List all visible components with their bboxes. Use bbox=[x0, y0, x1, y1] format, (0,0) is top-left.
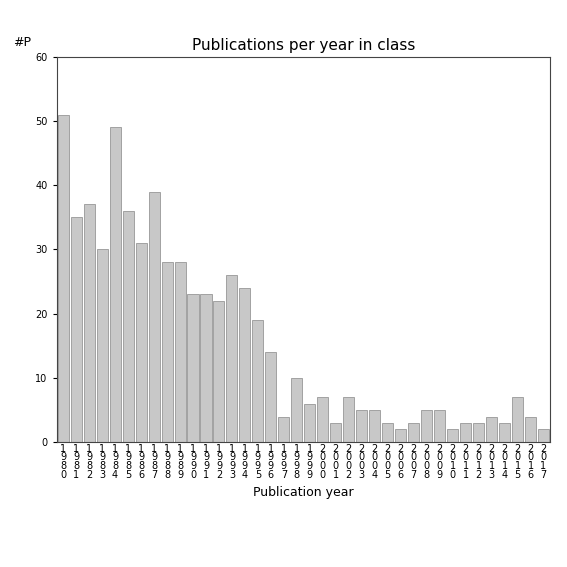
Bar bbox=[318, 397, 328, 442]
X-axis label: Publication year: Publication year bbox=[253, 485, 354, 498]
Bar bbox=[122, 211, 134, 442]
Bar bbox=[421, 410, 432, 442]
Bar bbox=[291, 378, 302, 442]
Bar bbox=[408, 423, 419, 442]
Bar bbox=[304, 404, 315, 442]
Y-axis label: #P: #P bbox=[13, 36, 31, 49]
Bar bbox=[84, 205, 95, 442]
Bar bbox=[473, 423, 484, 442]
Bar bbox=[382, 423, 393, 442]
Title: Publications per year in class: Publications per year in class bbox=[192, 38, 415, 53]
Bar bbox=[278, 417, 289, 442]
Bar bbox=[525, 417, 536, 442]
Bar bbox=[239, 288, 251, 442]
Bar bbox=[343, 397, 354, 442]
Bar bbox=[58, 115, 69, 442]
Bar bbox=[356, 410, 367, 442]
Bar bbox=[265, 352, 276, 442]
Bar bbox=[71, 217, 82, 442]
Bar bbox=[201, 294, 211, 442]
Bar bbox=[447, 429, 458, 442]
Bar bbox=[175, 263, 185, 442]
Bar bbox=[226, 275, 238, 442]
Bar bbox=[149, 192, 159, 442]
Bar bbox=[434, 410, 445, 442]
Bar bbox=[96, 249, 108, 442]
Bar bbox=[499, 423, 510, 442]
Bar bbox=[538, 429, 549, 442]
Bar bbox=[188, 294, 198, 442]
Bar bbox=[109, 128, 121, 442]
Bar bbox=[460, 423, 471, 442]
Bar bbox=[486, 417, 497, 442]
Bar bbox=[369, 410, 380, 442]
Bar bbox=[331, 423, 341, 442]
Bar bbox=[136, 243, 147, 442]
Bar bbox=[213, 301, 225, 442]
Bar bbox=[512, 397, 523, 442]
Bar bbox=[395, 429, 406, 442]
Bar bbox=[252, 320, 264, 442]
Bar bbox=[162, 263, 172, 442]
